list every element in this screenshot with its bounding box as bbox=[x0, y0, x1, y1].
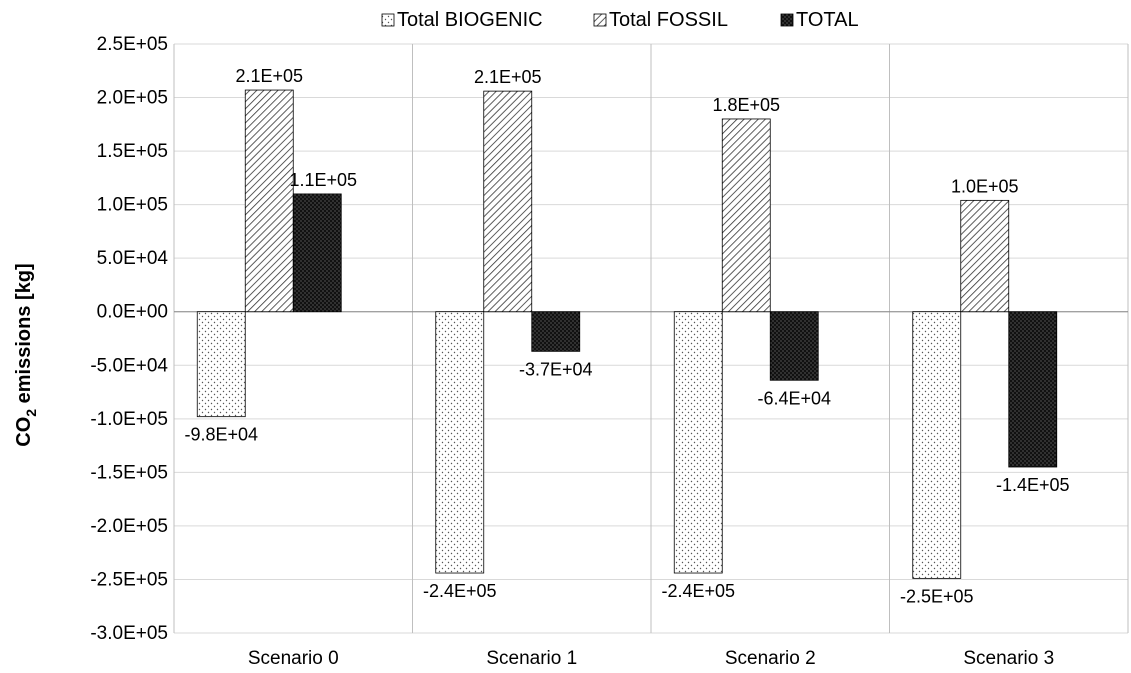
bar-total-biogenic-2 bbox=[673, 311, 723, 574]
legend-label: TOTAL bbox=[796, 9, 859, 31]
legend-swatch bbox=[381, 13, 395, 27]
bar-total-fossil-2 bbox=[721, 118, 771, 313]
y-axis-label: CO2 emissions [kg] bbox=[13, 263, 39, 446]
legend-label: Total BIOGENIC bbox=[397, 9, 543, 31]
data-label: -9.8E+04 bbox=[184, 425, 258, 445]
y-tick-label: -2.0E+05 bbox=[90, 516, 168, 537]
y-tick-label: -1.5E+05 bbox=[90, 462, 168, 483]
y-tick-label: 2.5E+05 bbox=[97, 34, 168, 55]
data-label: 1.0E+05 bbox=[951, 176, 1019, 196]
y-tick-label: 0.0E+00 bbox=[97, 302, 168, 323]
y-tick-label: -5.0E+04 bbox=[90, 355, 168, 376]
y-tick-label: -2.5E+05 bbox=[90, 569, 168, 590]
legend-swatch bbox=[593, 13, 607, 27]
bar-total-fossil-1 bbox=[483, 90, 533, 313]
y-tick-label: 1.0E+05 bbox=[97, 195, 168, 216]
bar-total-biogenic-1 bbox=[435, 311, 485, 574]
data-label: -2.4E+05 bbox=[661, 581, 735, 601]
bar-total-biogenic-3 bbox=[912, 311, 962, 579]
data-label: -6.4E+04 bbox=[757, 388, 831, 408]
y-axis-ticks: 2.5E+05 2.0E+05 1.5E+05 1.0E+05 5.0E+04 0.0E+… bbox=[90, 34, 168, 644]
bars bbox=[196, 89, 1058, 579]
y-tick-label: 5.0E+04 bbox=[97, 248, 169, 269]
legend: Total BIOGENIC Total FOSSIL TOTAL bbox=[381, 9, 859, 31]
x-tick-label: Scenario 2 bbox=[725, 648, 816, 669]
bar-total-fossil-3 bbox=[960, 199, 1010, 313]
bar-total-2 bbox=[769, 311, 819, 381]
data-label: 1.8E+05 bbox=[712, 95, 780, 115]
data-labels: -9.8E+04 -2.4E+05 -2.4E+05 -2.5E+05 2.1E+05 2… bbox=[184, 66, 1069, 606]
x-tick-label: Scenario 3 bbox=[963, 648, 1054, 669]
bar-total-3 bbox=[1008, 311, 1058, 468]
data-label: 2.1E+05 bbox=[235, 66, 303, 86]
bar-total-fossil-0 bbox=[244, 89, 294, 313]
y-tick-label: 1.5E+05 bbox=[97, 141, 168, 162]
data-label: -3.7E+04 bbox=[519, 359, 593, 379]
legend-label: Total FOSSIL bbox=[609, 9, 728, 31]
gridlines bbox=[173, 43, 1129, 634]
y-tick-label: -3.0E+05 bbox=[90, 623, 168, 644]
x-tick-label: Scenario 1 bbox=[486, 648, 577, 669]
bar-total-0 bbox=[292, 193, 342, 313]
data-label: -1.4E+05 bbox=[996, 475, 1070, 495]
x-axis-labels: Scenario 0 Scenario 1 Scenario 2 Scenario 3 bbox=[248, 648, 1054, 669]
data-label: -2.4E+05 bbox=[423, 581, 497, 601]
bar-total-1 bbox=[531, 311, 581, 352]
data-label: 2.1E+05 bbox=[474, 67, 542, 87]
bar-total-biogenic-0 bbox=[196, 311, 246, 418]
y-tick-label: 2.0E+05 bbox=[97, 88, 168, 109]
data-label: -2.5E+05 bbox=[900, 586, 974, 606]
legend-swatch bbox=[780, 13, 794, 27]
y-tick-label: -1.0E+05 bbox=[90, 409, 168, 430]
data-label: 1.1E+05 bbox=[289, 170, 357, 190]
x-tick-label: Scenario 0 bbox=[248, 648, 339, 669]
